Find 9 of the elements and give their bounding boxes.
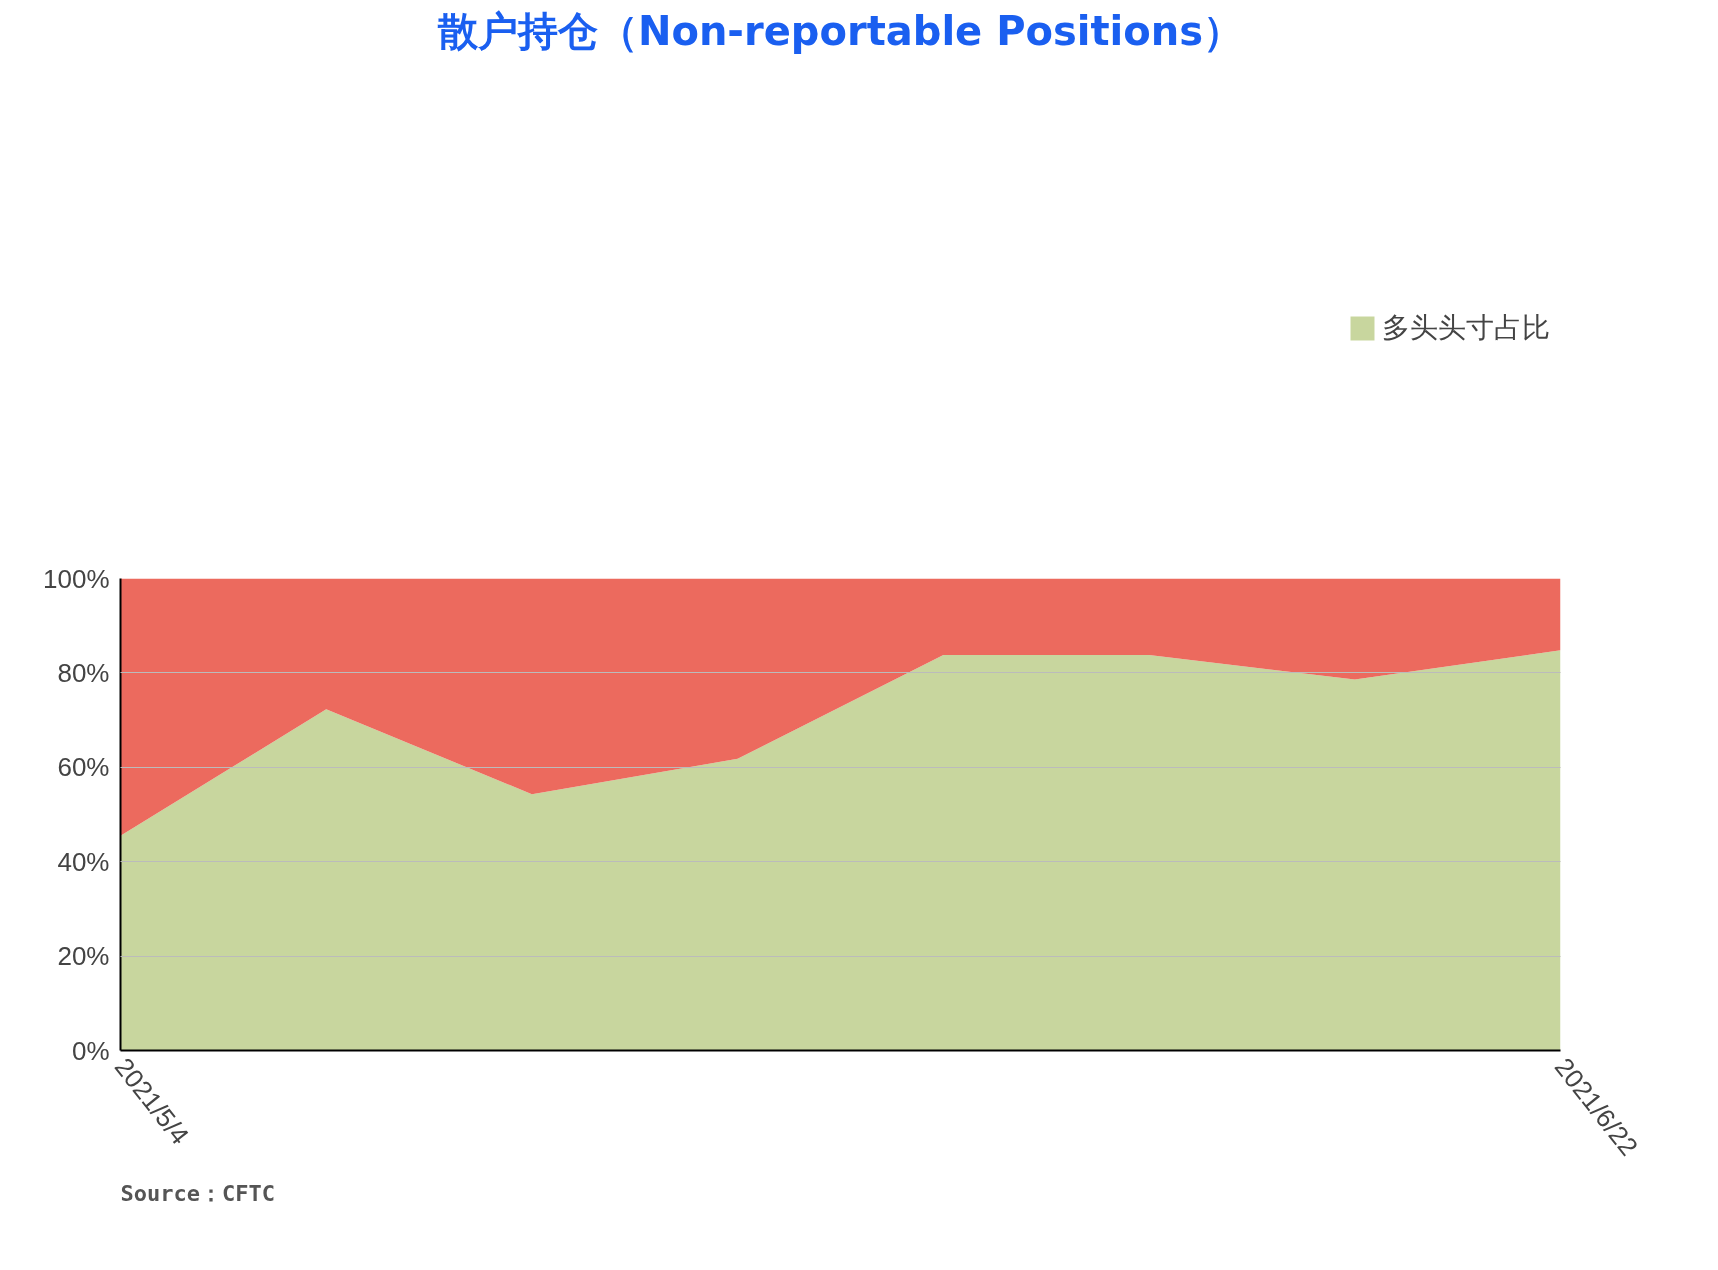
- y-tick-label: 100%: [43, 563, 110, 594]
- y-tick-label: 60%: [57, 752, 110, 783]
- source-note: Source：CFTC: [120, 1180, 275, 1206]
- y-tick-label: 40%: [57, 846, 110, 877]
- legend-label: 多头头寸占比: [1382, 310, 1550, 346]
- y-tick-label: 80%: [57, 657, 110, 688]
- chart-title: 散户持仓（Non-reportable Positions）: [436, 7, 1244, 54]
- y-tick-label: 0%: [71, 1035, 110, 1066]
- y-tick-label: 20%: [57, 941, 110, 972]
